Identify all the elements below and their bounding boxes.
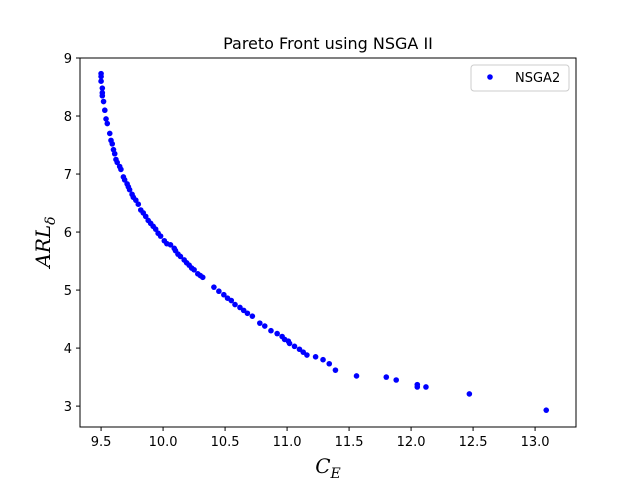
data-point	[99, 92, 106, 99]
chart-title: Pareto Front using NSGA II	[223, 34, 433, 53]
x-tick-label: 11.5	[335, 435, 364, 450]
data-point	[106, 130, 113, 137]
x-tick-label: 10.0	[149, 435, 178, 450]
data-point	[353, 373, 360, 379]
data-point	[228, 297, 235, 304]
data-point	[98, 73, 104, 80]
data-point	[466, 391, 473, 397]
data-point	[414, 384, 421, 390]
y-tick-label: 8	[64, 110, 72, 125]
data-point	[286, 340, 293, 347]
data-point	[249, 313, 256, 319]
data-point	[103, 116, 109, 122]
data-point	[142, 213, 149, 220]
x-axis: 9.5 10.0 10.5 11.0 11.5 12.0 12.5 13.0	[91, 427, 550, 450]
data-point	[109, 141, 116, 147]
y-tick-label: 4	[64, 342, 72, 357]
data-point	[100, 98, 107, 105]
y-axis: 3 4 5 6 7 8 9	[64, 52, 80, 415]
x-axis-label-subscript: E	[330, 466, 341, 480]
data-point	[102, 107, 108, 114]
data-point	[118, 166, 124, 173]
y-tick-label: 3	[64, 400, 72, 415]
y-axis-label-subscript: δ	[43, 216, 59, 224]
data-point	[104, 120, 111, 127]
data-point	[257, 320, 263, 326]
data-point	[99, 85, 106, 91]
data-point	[543, 407, 550, 413]
data-point	[98, 78, 104, 85]
data-point	[152, 226, 159, 232]
legend: NSGA2	[470, 64, 570, 92]
data-point	[121, 177, 128, 183]
data-point	[211, 284, 217, 290]
nsga2-series	[98, 70, 550, 413]
data-point	[167, 242, 174, 248]
data-point	[393, 377, 400, 383]
data-point	[261, 323, 268, 329]
x-tick-label: 10.5	[211, 435, 240, 450]
y-axis-label: ARLδ	[31, 216, 59, 269]
data-point	[332, 367, 339, 373]
y-tick-label: 9	[64, 52, 72, 67]
data-point	[191, 266, 197, 273]
x-axis-label-main: C	[315, 454, 330, 478]
data-point	[304, 352, 310, 358]
y-axis-label-main: ARL	[31, 225, 55, 270]
data-point	[133, 197, 139, 203]
data-point	[216, 288, 222, 295]
data-point	[111, 150, 118, 157]
legend-label: NSGA2	[515, 71, 560, 86]
data-point	[291, 343, 298, 350]
data-point	[320, 356, 326, 363]
plot-area-frame	[79, 57, 577, 428]
x-tick-label: 9.5	[91, 435, 112, 450]
x-tick-label: 12.0	[397, 435, 426, 450]
data-point	[312, 353, 319, 360]
y-tick-label: 6	[64, 226, 72, 241]
data-point	[244, 310, 251, 317]
x-axis-label: CE	[315, 454, 341, 480]
data-point	[126, 186, 133, 193]
data-point	[157, 233, 164, 239]
legend-marker	[487, 74, 493, 80]
x-tick-label: 11.0	[273, 435, 302, 450]
data-point	[199, 274, 206, 281]
data-point	[232, 301, 238, 308]
data-point	[177, 253, 184, 260]
data-point	[221, 291, 227, 298]
data-point	[268, 327, 274, 334]
data-point	[114, 159, 120, 166]
data-point	[135, 201, 142, 208]
x-tick-label: 12.5	[459, 435, 488, 450]
data-point	[423, 384, 429, 390]
legend-frame	[470, 64, 570, 92]
y-tick-label: 7	[64, 168, 72, 183]
data-point	[383, 374, 390, 380]
data-point	[274, 330, 280, 337]
y-tick-label: 5	[64, 284, 72, 299]
data-point	[326, 360, 333, 367]
x-tick-label: 13.0	[521, 435, 550, 450]
